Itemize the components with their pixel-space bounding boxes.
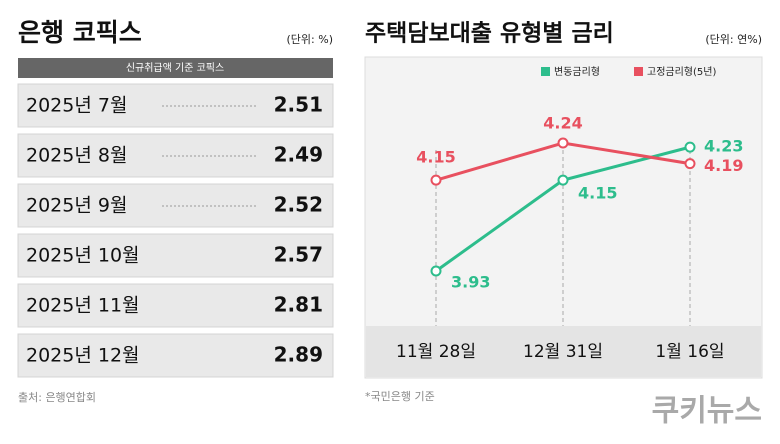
row-label: 2025년 7월 (26, 95, 127, 117)
x-tick-label: 11월 28일 (396, 342, 476, 362)
legend-swatch (634, 67, 643, 76)
x-axis-band (366, 326, 761, 377)
row-label: 2025년 8월 (26, 145, 127, 167)
row-label: 2025년 9월 (26, 195, 127, 217)
logo: 쿠키뉴스 (652, 394, 762, 429)
point (557, 174, 569, 186)
row-label: 2025년 10월 (26, 245, 140, 267)
chart-note: *국민은행 기준 (365, 390, 435, 403)
chart-panel (364, 56, 763, 379)
legend-label: 고정금리형(5년) (647, 66, 716, 78)
chart-unit: (단위: 연%) (705, 33, 762, 46)
row-value: 2.89 (274, 343, 323, 367)
table-row-bg (17, 333, 334, 378)
row-value: 2.57 (274, 243, 323, 267)
legend-label: 변동금리형 (554, 66, 600, 78)
data-label: 4.15 (578, 184, 617, 203)
table-row-bg (17, 233, 334, 278)
chart-title: 주택담보대출 유형별 금리 (365, 21, 614, 47)
row-label: 2025년 11월 (26, 295, 140, 317)
row-label: 2025년 12월 (26, 345, 140, 367)
data-label: 4.24 (543, 114, 582, 133)
x-tick-label: 12월 31일 (523, 342, 603, 362)
source: 출처: 은행연합회 (18, 391, 96, 404)
point (430, 174, 442, 186)
point (557, 137, 569, 149)
data-label: 3.93 (451, 273, 490, 292)
data-label: 4.19 (704, 156, 743, 175)
legend-swatch (541, 67, 550, 76)
table-unit: (단위: %) (287, 33, 333, 46)
table-title: 은행 코픽스 (18, 18, 142, 47)
point (684, 141, 696, 153)
row-value: 2.81 (274, 293, 323, 317)
row-value: 2.51 (274, 93, 323, 117)
table-header-bg (18, 58, 333, 78)
point (684, 158, 696, 170)
table-row-bg (17, 283, 334, 328)
row-value: 2.49 (274, 143, 323, 167)
table-header: 신규취급액 기준 코픽스 (126, 62, 224, 74)
point (430, 265, 442, 277)
data-label: 4.15 (416, 148, 455, 167)
row-value: 2.52 (274, 193, 323, 217)
data-label: 4.23 (704, 137, 743, 156)
x-tick-label: 1월 16일 (655, 342, 724, 362)
